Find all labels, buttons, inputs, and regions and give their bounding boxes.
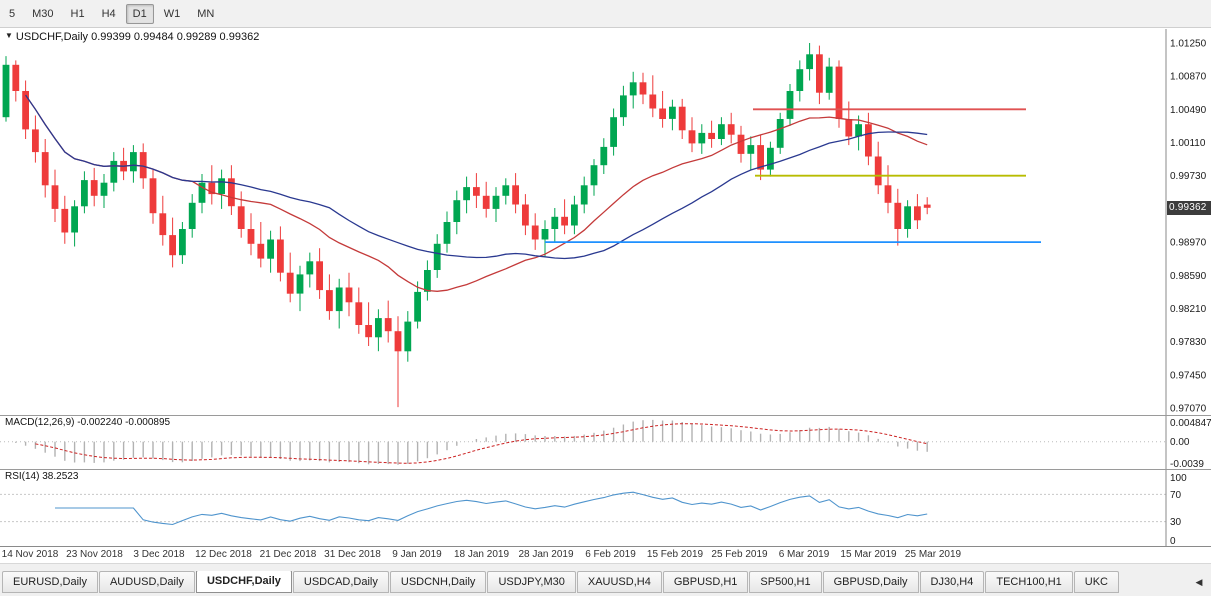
rsi-axis-labels: 100 70 30 0 xyxy=(1170,473,1187,546)
date-label: 28 Jan 2019 xyxy=(518,549,574,560)
timeframe-button-m5[interactable]: 5 xyxy=(9,7,16,20)
svg-text:0.97450: 0.97450 xyxy=(1170,370,1207,381)
timeframe-button-mn[interactable]: MN xyxy=(197,7,215,20)
horizontal-trendlines[interactable] xyxy=(545,108,1041,244)
date-label: 18 Jan 2019 xyxy=(453,549,510,560)
rsi-level-lines xyxy=(0,493,1166,523)
date-label: 15 Mar 2019 xyxy=(840,549,897,560)
tab-tech100-h1[interactable]: TECH100,H1 xyxy=(985,571,1073,593)
tab-sp500-h1[interactable]: SP500,H1 xyxy=(749,571,822,593)
timeframe-toolbar: 5 M30 H1 H4 D1 W1 MN xyxy=(0,0,1211,28)
price-pane[interactable]: ▼ USDCHF,Daily 0.99399 0.99484 0.99289 0.… xyxy=(0,29,1211,416)
tab-gbpusd-daily[interactable]: GBPUSD,Daily xyxy=(822,571,919,593)
timeframe-button-d1[interactable]: D1 xyxy=(125,3,154,24)
current-price-badge: 0.99362 xyxy=(1167,201,1211,215)
svg-text:-0.0039: -0.0039 xyxy=(1170,459,1204,469)
svg-text:1.00490: 1.00490 xyxy=(1170,105,1207,116)
svg-text:0.99730: 0.99730 xyxy=(1170,171,1207,182)
tab-audusd-daily[interactable]: AUDUSD,Daily xyxy=(98,571,195,593)
date-label: 12 Dec 2018 xyxy=(195,549,252,560)
svg-text:0.97830: 0.97830 xyxy=(1170,337,1207,348)
timeframe-button-h4[interactable]: H4 xyxy=(101,7,116,20)
svg-text:1.00870: 1.00870 xyxy=(1170,72,1207,83)
svg-text:0: 0 xyxy=(1170,536,1176,546)
date-label: 3 Dec 2018 xyxy=(133,549,185,560)
candles xyxy=(2,43,931,408)
timeframe-button-w1[interactable]: W1 xyxy=(163,7,181,20)
macd-axis-labels: 0.004847 0.00 -0.0039 xyxy=(1170,418,1211,469)
chart-tabs: EURUSD,Daily AUDUSD,Daily USDCHF,Daily U… xyxy=(2,571,1189,593)
date-label: 21 Dec 2018 xyxy=(259,549,317,560)
macd-histogram xyxy=(15,419,928,465)
macd-signal-line xyxy=(35,423,928,464)
price-axis-labels: 1.012501.008701.004901.001100.997300.993… xyxy=(1170,39,1207,415)
price-chart-canvas[interactable]: 1.01250 1.00870 1.00490 1.00110 0.99730 0.993… xyxy=(0,29,1211,415)
tab-dj30-h4[interactable]: DJ30,H4 xyxy=(919,571,985,593)
tab-ukc[interactable]: UKC xyxy=(1073,571,1119,593)
svg-text:1.00110: 1.00110 xyxy=(1170,138,1206,149)
svg-text:70: 70 xyxy=(1170,490,1182,501)
time-axis[interactable]: 14 Nov 2018 23 Nov 2018 3 Dec 2018 12 Dec 2… xyxy=(0,546,1211,563)
date-label: 25 Feb 2019 xyxy=(711,549,768,560)
tab-usdcnh-daily[interactable]: USDCNH,Daily xyxy=(389,571,487,593)
svg-text:0.98970: 0.98970 xyxy=(1170,238,1207,249)
tab-usdcad-daily[interactable]: USDCAD,Daily xyxy=(292,571,389,593)
date-label: 25 Mar 2019 xyxy=(904,549,962,560)
tab-usdchf-daily[interactable]: USDCHF,Daily xyxy=(195,571,292,593)
svg-text:30: 30 xyxy=(1170,517,1182,528)
timeframe-button-h1[interactable]: H1 xyxy=(70,7,85,20)
rsi-canvas[interactable]: 100 70 30 0 xyxy=(0,470,1211,546)
svg-text:0.98590: 0.98590 xyxy=(1170,271,1207,282)
ma-slow-line xyxy=(25,94,928,260)
date-label: 15 Feb 2019 xyxy=(646,549,704,560)
tab-xauusd-h4[interactable]: XAUUSD,H4 xyxy=(576,571,662,593)
svg-text:100: 100 xyxy=(1170,473,1187,484)
rsi-pane[interactable]: RSI(14) 38.2523 100 70 30 0 xyxy=(0,470,1211,546)
timeframe-button-m30[interactable]: M30 xyxy=(32,7,54,20)
svg-text:0.00: 0.00 xyxy=(1170,437,1190,448)
macd-canvas[interactable]: 0.004847 0.00 -0.0039 xyxy=(0,416,1211,469)
date-label: 9 Jan 2019 xyxy=(392,549,442,560)
date-label: 14 Nov 2018 xyxy=(1,549,59,560)
date-label: 31 Dec 2018 xyxy=(324,549,381,560)
date-label: 6 Feb 2019 xyxy=(585,549,636,560)
rsi-line xyxy=(55,491,928,526)
svg-text:0.004847: 0.004847 xyxy=(1170,418,1211,429)
svg-text:0.98210: 0.98210 xyxy=(1170,304,1207,315)
svg-text:0.97070: 0.97070 xyxy=(1170,404,1207,415)
macd-pane[interactable]: MACD(12,26,9) -0.002240 -0.000895 0.0048… xyxy=(0,416,1211,470)
tab-usdjpy-m30[interactable]: USDJPY,M30 xyxy=(487,571,576,593)
tab-scroll-left-icon[interactable]: ◀ xyxy=(1195,577,1203,587)
date-label: 6 Mar 2019 xyxy=(778,549,830,560)
chart-tab-bar: EURUSD,Daily AUDUSD,Daily USDCHF,Daily U… xyxy=(0,563,1211,596)
tab-eurusd-daily[interactable]: EURUSD,Daily xyxy=(2,571,98,593)
date-label: 23 Nov 2018 xyxy=(66,549,123,560)
svg-text:1.01250: 1.01250 xyxy=(1170,39,1207,50)
tab-gbpusd-h1[interactable]: GBPUSD,H1 xyxy=(662,571,749,593)
